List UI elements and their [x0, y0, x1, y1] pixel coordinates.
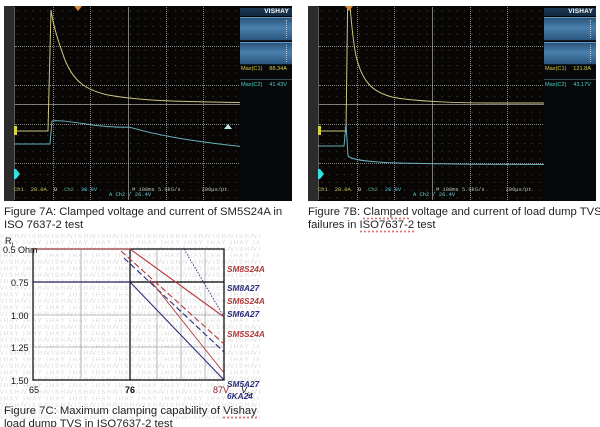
svg-text:76: 76: [125, 385, 135, 395]
svg-text:1.25: 1.25: [11, 343, 29, 353]
svg-text:0.5 Ohm: 0.5 Ohm: [3, 245, 38, 255]
svg-text:0.75: 0.75: [11, 278, 29, 288]
svg-text:65: 65: [29, 385, 39, 395]
svg-text:1.00: 1.00: [11, 311, 29, 321]
svg-text:1.50: 1.50: [11, 376, 29, 386]
